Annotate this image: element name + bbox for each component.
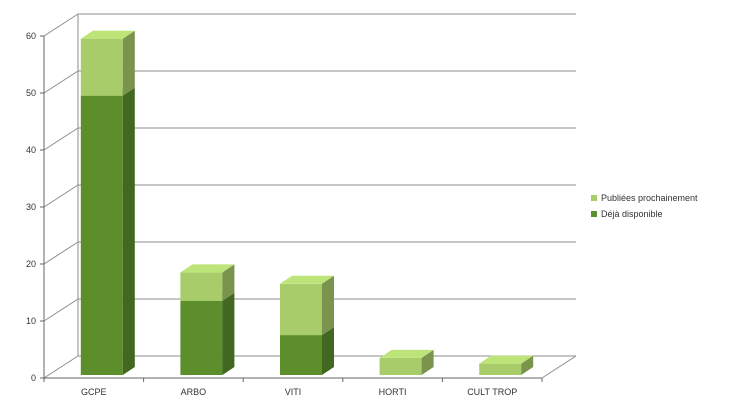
y-tick-label: 0 [31,373,36,383]
y-axis: 0 10 20 30 40 50 60 [26,31,45,383]
bar-segment [379,349,434,375]
bar-front-face [479,363,522,375]
bar-side-face [421,349,434,375]
bar-side-face [322,275,334,336]
gridline-side [43,13,79,37]
bar-top-face [80,30,135,39]
y-tick-label: 10 [26,316,36,326]
gridline-side [43,70,79,94]
bar-front-face [80,38,123,96]
bar-side-face [322,327,334,375]
bar-segment [180,264,235,301]
x-tick-label: ARBO [181,387,207,397]
legend-swatch-publiees [591,195,597,201]
bar-side-face [122,30,135,96]
y-tick-label: 30 [26,202,36,212]
y-tick-label: 40 [26,145,36,155]
bar-top-face [379,349,434,358]
bar-top-face [479,355,534,364]
bar-top-face [280,275,334,284]
gridline-side [43,355,79,379]
gridline-side [43,184,79,208]
bar-segment [180,292,235,375]
legend: Publiées prochainement Déjà disponible [591,190,698,222]
gridline-side [43,241,79,265]
y-tick-label: 50 [26,88,36,98]
legend-item-deja-disponible: Déjà disponible [591,206,698,222]
x-tick-label: VITI [285,387,302,397]
floor-right-edge [541,355,577,379]
gridline-side [43,127,79,151]
bar-top-face [180,264,235,273]
bar-front-face [280,335,322,375]
bar-front-face [280,283,322,336]
legend-item-publiees: Publiées prochainement [591,190,698,206]
y-tick-label: 60 [26,31,36,41]
bar-side-face [222,264,235,301]
y-tick-label: 20 [26,259,36,269]
bar-side-face [222,292,235,375]
x-axis: GCPE ARBO VITI HORTI CULT TROP [43,355,577,397]
bar-segment [80,87,135,375]
bar-front-face [180,300,223,375]
bar-front-face [379,357,422,375]
bar-side-face [122,87,135,375]
bar-segment [479,355,534,375]
legend-swatch-deja-disponible [591,211,597,217]
bar-segment [80,30,135,96]
grid-layer [43,13,576,379]
bar-segment [280,275,334,336]
x-tick-label: GCPE [81,387,107,397]
x-tick-label: CULT TROP [467,387,517,397]
bar-side-face [521,355,534,375]
legend-label-publiees: Publiées prochainement [601,193,698,203]
bar-front-face [80,95,123,375]
x-tick-label: HORTI [379,387,407,397]
legend-label-deja-disponible: Déjà disponible [601,209,663,219]
bars-layer [80,30,534,375]
bar-front-face [180,272,223,301]
gridline-side [43,298,79,322]
